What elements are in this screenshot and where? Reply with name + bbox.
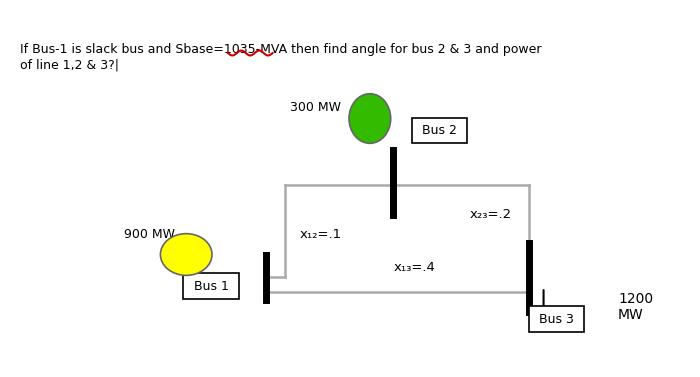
Text: x₁₃=.4: x₁₃=.4 <box>393 261 435 274</box>
Text: MW: MW <box>618 308 644 322</box>
Bar <box>412 118 467 143</box>
Text: Bus 1: Bus 1 <box>194 280 228 293</box>
Bar <box>183 273 239 299</box>
Bar <box>528 306 584 332</box>
Ellipse shape <box>349 94 391 143</box>
Ellipse shape <box>160 234 212 275</box>
Text: Bus 3: Bus 3 <box>539 313 574 325</box>
Text: of line 1,2 & 3?|: of line 1,2 & 3?| <box>20 59 120 72</box>
Text: 300 MW: 300 MW <box>290 101 341 114</box>
Text: x₂₃=.2: x₂₃=.2 <box>470 208 512 221</box>
Text: Bus 2: Bus 2 <box>422 124 457 137</box>
Text: 1200: 1200 <box>618 292 653 306</box>
Text: x₁₂=.1: x₁₂=.1 <box>299 228 342 241</box>
Text: If Bus-1 is slack bus and Sbase=1035-MVA then find angle for bus 2 & 3 and power: If Bus-1 is slack bus and Sbase=1035-MVA… <box>20 43 542 56</box>
Text: 900 MW: 900 MW <box>124 228 175 241</box>
